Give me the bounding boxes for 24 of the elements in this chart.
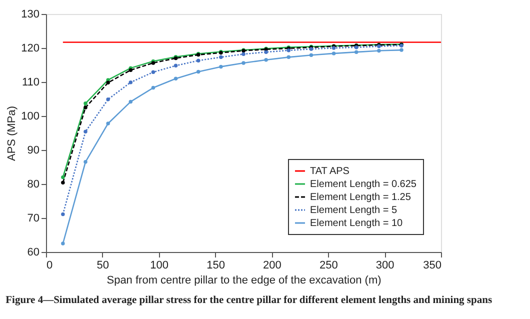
x-tick-label: 250 bbox=[319, 260, 338, 272]
y-tick-label: 110 bbox=[22, 76, 40, 88]
y-tick-label: 70 bbox=[27, 212, 40, 224]
legend-label: TAT APS bbox=[310, 166, 350, 177]
legend-label: Element Length = 10 bbox=[310, 218, 404, 229]
x-tick-label: 150 bbox=[206, 260, 225, 272]
legend-label: Element Length = 0.625 bbox=[310, 179, 417, 190]
legend-label: Element Length = 1.25 bbox=[310, 192, 412, 203]
y-tick-label: 90 bbox=[27, 144, 40, 156]
y-tick-label: 100 bbox=[21, 110, 40, 122]
x-tick-label: 0 bbox=[46, 260, 53, 272]
x-tick-label: 50 bbox=[96, 260, 110, 272]
legend-label: Element Length = 5 bbox=[310, 205, 398, 216]
y-tick-label: 120 bbox=[21, 42, 40, 54]
x-axis-title: Span from centre pillar to the edge of the excavation (m) bbox=[106, 274, 382, 286]
x-tick-label: 350 bbox=[423, 260, 442, 272]
y-tick-label: 80 bbox=[27, 178, 40, 190]
x-tick-label: 100 bbox=[150, 260, 169, 272]
y-tick-label: 130 bbox=[21, 8, 40, 20]
y-axis-title: APS (MPa) bbox=[6, 106, 18, 162]
caption: Figure 4—Simulated average pillar stress for the centre pillar for different element lengths and mining spans bbox=[6, 295, 492, 306]
x-tick-label: 300 bbox=[376, 260, 394, 272]
x-tick-label: 200 bbox=[263, 260, 282, 272]
y-tick-label: 60 bbox=[27, 246, 40, 258]
